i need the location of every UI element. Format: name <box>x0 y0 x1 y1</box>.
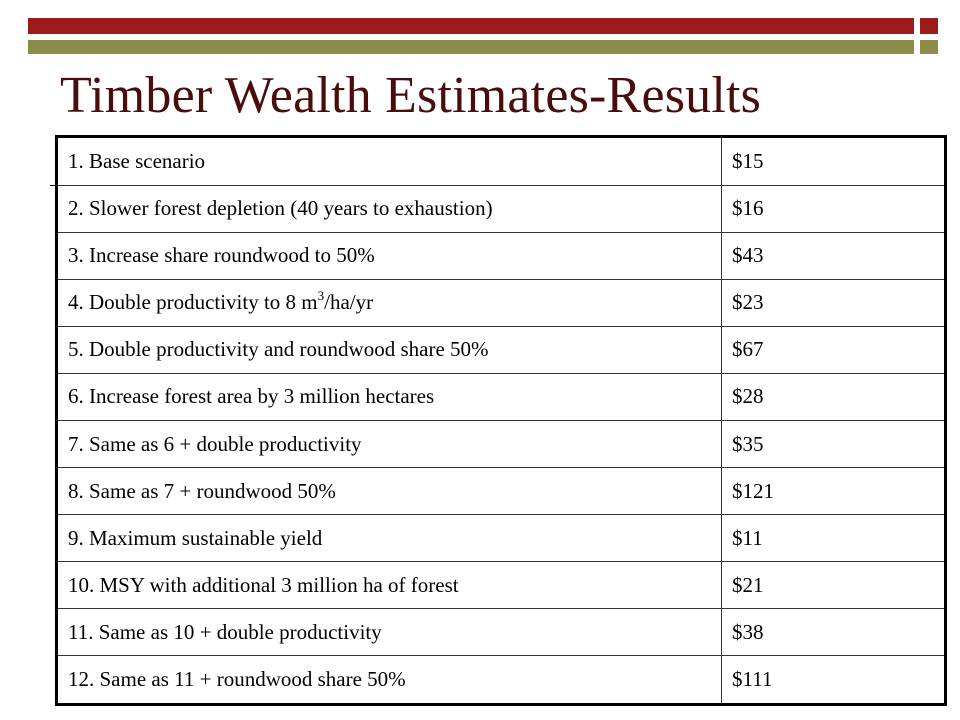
scenario-text: 4. Double productivity to 8 m <box>68 290 318 315</box>
scenario-cell: 11. Same as 10 + double productivity <box>55 608 722 657</box>
scenario-cell: 6. Increase forest area by 3 million hec… <box>55 372 722 421</box>
value-cell: $43 <box>721 231 947 280</box>
value-cell: $67 <box>721 325 947 374</box>
value-cell: $11 <box>721 514 947 563</box>
table-row: 5. Double productivity and roundwood sha… <box>55 325 947 374</box>
scenario-cell: 5. Double productivity and roundwood sha… <box>55 325 722 374</box>
value-cell: $28 <box>721 372 947 421</box>
table-row: 6. Increase forest area by 3 million hec… <box>55 372 947 421</box>
scenario-cell: 2. Slower forest depletion (40 years to … <box>55 184 722 233</box>
value-cell: $23 <box>721 278 947 327</box>
table-row: 7. Same as 6 + double productivity $35 <box>55 419 947 469</box>
table-row: 11. Same as 10 + double productivity $38 <box>55 608 947 657</box>
slide-title: Timber Wealth Estimates-Results <box>60 67 762 124</box>
table-row: 1. Base scenario $15 <box>55 135 947 186</box>
table-row: 8. Same as 7 + roundwood 50% $121 <box>55 467 947 516</box>
scenario-cell: 9. Maximum sustainable yield <box>55 514 722 563</box>
scenario-text: /ha/yr <box>324 290 374 315</box>
table-row: 10. MSY with additional 3 million ha of … <box>55 561 947 610</box>
value-cell: $35 <box>721 419 947 469</box>
value-cell: $121 <box>721 467 947 516</box>
value-cell: $16 <box>721 184 947 233</box>
header-bar-red <box>28 18 914 34</box>
scenario-cell: 8. Same as 7 + roundwood 50% <box>55 467 722 516</box>
superscript-text: 3 <box>317 288 325 304</box>
table-row: 12. Same as 11 + roundwood share 50% $11… <box>55 655 947 706</box>
header-square-olive <box>920 40 938 54</box>
value-cell: $21 <box>721 561 947 610</box>
scenario-cell: 10. MSY with additional 3 million ha of … <box>55 561 722 610</box>
scenario-cell: 4. Double productivity to 8 m3/ha/yr <box>55 278 722 327</box>
value-cell: $111 <box>721 655 947 706</box>
scenario-cell: 1. Base scenario <box>55 135 722 186</box>
header-bar-olive <box>28 40 914 54</box>
scenario-cell: 7. Same as 6 + double productivity <box>55 419 722 469</box>
decorative-tick <box>50 185 58 186</box>
table-row: 3. Increase share roundwood to 50% $43 <box>55 231 947 280</box>
table-row: 4. Double productivity to 8 m3/ha/yr $23 <box>55 278 947 327</box>
header-square-red <box>920 18 938 34</box>
scenario-cell: 3. Increase share roundwood to 50% <box>55 231 722 280</box>
value-cell: $15 <box>721 135 947 186</box>
results-table: 1. Base scenario $15 2. Slower forest de… <box>55 135 947 706</box>
table-row: 9. Maximum sustainable yield $11 <box>55 514 947 563</box>
scenario-cell: 12. Same as 11 + roundwood share 50% <box>55 655 722 706</box>
value-cell: $38 <box>721 608 947 657</box>
table-row: 2. Slower forest depletion (40 years to … <box>55 184 947 233</box>
